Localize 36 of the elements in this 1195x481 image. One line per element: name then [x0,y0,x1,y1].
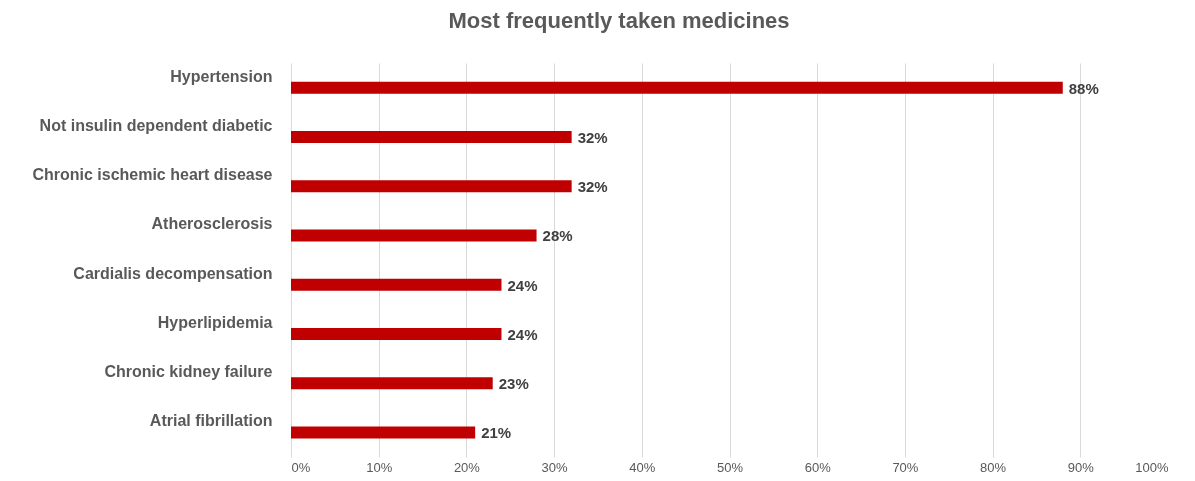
y-tick-label: Atrial fibrillation [149,412,273,430]
data-label: 28% [542,227,573,245]
data-label: 21% [481,424,512,442]
y-tick-label: Hyperlipidemia [157,313,273,331]
data-label: 24% [507,325,538,343]
bar [291,426,476,439]
data-label: 32% [577,128,608,146]
bar [291,327,502,340]
x-tick-label: 10% [366,459,393,475]
x-tick-label: 80% [980,459,1007,475]
y-tick-label: Chronic ischemic heart disease [32,166,273,184]
x-tick-label: 30% [541,459,569,475]
x-tick-label: 100% [1135,459,1169,475]
x-tick-label: 20% [453,459,481,475]
data-label: 32% [577,178,608,196]
y-tick-label: Hypertension [170,67,273,85]
bar [291,377,493,390]
chart-title: Most frequently taken medicines [448,8,790,33]
bar [291,180,572,193]
y-tick-label: Chronic kidney failure [104,363,273,381]
bar [291,81,1063,94]
x-tick-label: 50% [716,459,744,475]
y-tick-label: Not insulin dependent diabetic [39,116,273,134]
data-label: 23% [498,375,529,393]
x-tick-label: 90% [1067,459,1095,475]
y-tick-label: Cardialis decompensation [73,264,273,282]
bar [291,130,572,143]
x-tick-label: 60% [804,459,832,475]
data-label: 24% [507,276,538,294]
y-tick-label: Atherosclerosis [151,215,273,233]
x-tick-label: 40% [629,459,656,475]
bar [291,278,502,291]
data-label: 88% [1068,79,1099,97]
x-tick-label: 70% [892,459,919,475]
x-tick-label: 0% [291,459,311,475]
bar [291,229,537,242]
